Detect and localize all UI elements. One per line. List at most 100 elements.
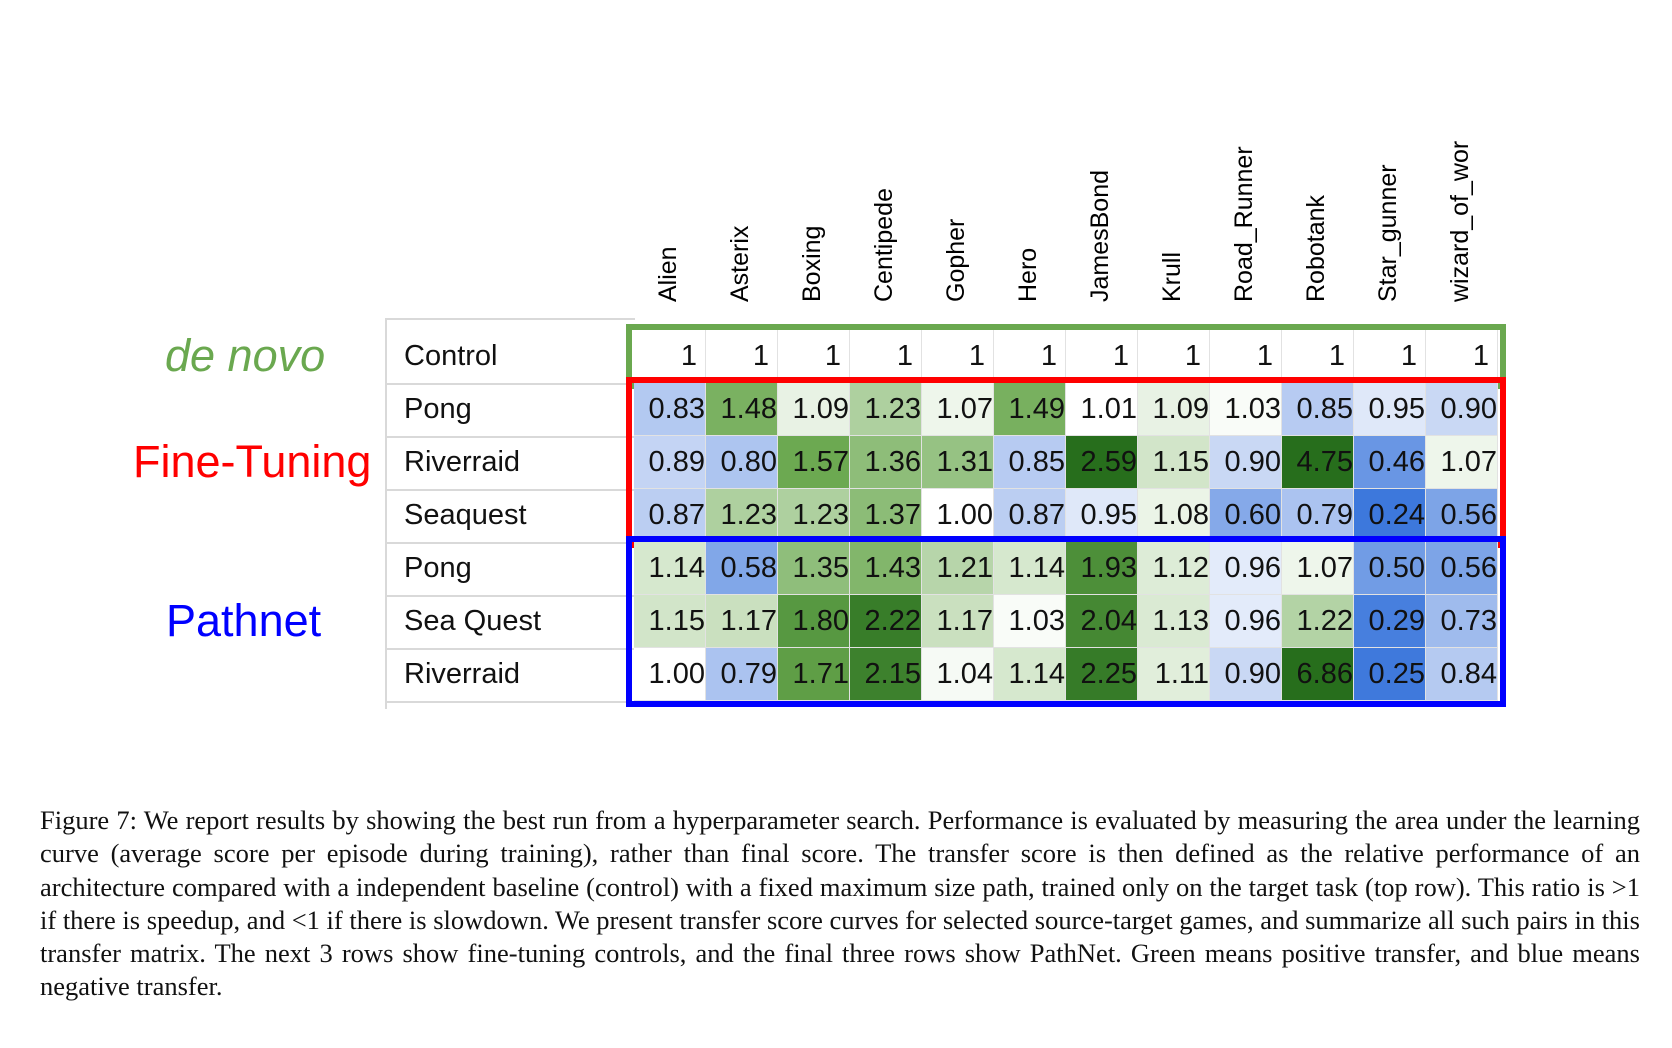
heatmap-cell: 0.85 [1282,383,1354,436]
group-label-pathnet: Pathnet [166,594,322,646]
heatmap-cell: 0.95 [1354,383,1426,436]
heatmap-cell: 0.24 [1354,489,1426,542]
heatmap-cell: 0.29 [1354,595,1426,648]
heatmap-cell: 1.21 [922,542,994,595]
heatmap-cell: 1.23 [850,383,922,436]
heatmap-cell: 1.07 [1282,542,1354,595]
heatmap-cell: 1.01 [1066,383,1138,436]
heatmap-cell: 1.22 [1282,595,1354,648]
heatmap-cell: 1 [706,330,778,383]
column-header-krull: Krull [1158,251,1186,302]
heatmap-cell: 1 [1426,330,1498,383]
heatmap-cell: 1 [1354,330,1426,383]
heatmap-cell: 1.14 [994,648,1066,701]
heatmap-cell: 1.09 [1138,383,1210,436]
heatmap-cell: 1.48 [706,383,778,436]
heatmap-cell: 0.87 [994,489,1066,542]
heatmap-cell: 0.85 [994,436,1066,489]
row-rule [385,383,635,385]
row-rule [385,701,635,703]
heatmap-cell: 1.43 [850,542,922,595]
heatmap-cell: 0.96 [1210,542,1282,595]
column-header-centipede: Centipede [870,188,898,302]
heatmap-cell: 1.49 [994,383,1066,436]
column-header-jamesbond: JamesBond [1086,169,1114,302]
heatmap-cell: 1.36 [850,436,922,489]
row-rule [385,436,635,438]
heatmap-cell: 1.00 [922,489,994,542]
heatmap-cell: 1.15 [1138,436,1210,489]
heatmap-cell: 1.17 [922,595,994,648]
row-label-de-novo-control: Control [404,340,498,372]
heatmap-cell: 1 [634,330,706,383]
heatmap-cell: 2.04 [1066,595,1138,648]
row-label-fine-tuning-riverraid: Riverraid [404,446,521,478]
heatmap-cell: 0.56 [1426,542,1498,595]
column-header-road-runner: Road_Runner [1230,146,1258,302]
heatmap-cell: 0.96 [1210,595,1282,648]
row-label-pathnet-riverraid: Riverraid [404,658,521,690]
heatmap-cell: 0.89 [634,436,706,489]
group-label-de-novo: de novo [165,329,326,381]
heatmap-cell: 2.22 [850,595,922,648]
heatmap-cell: 1.04 [922,648,994,701]
heatmap-cell: 2.15 [850,648,922,701]
heatmap-cell: 0.60 [1210,489,1282,542]
heatmap-cell: 1.14 [994,542,1066,595]
heatmap-cell: 1.13 [1138,595,1210,648]
group-box-pathnet [626,536,1506,707]
heatmap-cell: 0.58 [706,542,778,595]
heatmap-cell: 1.03 [1210,383,1282,436]
heatmap-cell: 1.03 [994,595,1066,648]
heatmap-cell: 0.50 [1354,542,1426,595]
heatmap-cell: 1 [850,330,922,383]
figure-caption: Figure 7: We report results by showing t… [40,805,1640,1002]
heatmap-cell: 2.25 [1066,648,1138,701]
heatmap-cell: 2.59 [1066,436,1138,489]
row-label-pathnet-sea-quest: Sea Quest [404,605,542,637]
column-header-robotank: Robotank [1302,194,1330,302]
column-header-hero: Hero [1014,247,1042,302]
heatmap-cell: 0.83 [634,383,706,436]
heatmap-cell: 4.75 [1282,436,1354,489]
row-label-column-edge [385,318,387,709]
heatmap-cell: 0.73 [1426,595,1498,648]
heatmap-cell: 1.37 [850,489,922,542]
heatmap-cell: 0.46 [1354,436,1426,489]
group-label-fine-tuning: Fine-Tuning [133,435,372,487]
heatmap-cell: 1.15 [634,595,706,648]
heatmap-cell: 1.09 [778,383,850,436]
row-rule [385,595,635,597]
heatmap-cell: 0.80 [706,436,778,489]
heatmap-cell: 0.90 [1210,436,1282,489]
row-label-fine-tuning-pong: Pong [404,393,472,425]
heatmap-cell: 1 [778,330,850,383]
group-box-fine-tuning [626,377,1506,548]
heatmap-cell: 0.84 [1426,648,1498,701]
row-rule [385,542,635,544]
heatmap-cell: 1 [1066,330,1138,383]
heatmap-cell: 0.87 [634,489,706,542]
column-header-wizard-of-wor: wizard_of_wor [1446,140,1474,302]
row-rule [385,489,635,491]
heatmap-cell: 1.57 [778,436,850,489]
heatmap-cell: 1.12 [1138,542,1210,595]
heatmap-cell: 0.95 [1066,489,1138,542]
column-header-alien: Alien [654,246,682,302]
column-header-boxing: Boxing [798,225,826,302]
heatmap-cell: 1.11 [1138,648,1210,701]
heatmap-cell: 1.00 [634,648,706,701]
heatmap-cell: 1.07 [922,383,994,436]
heatmap-cell: 1 [1282,330,1354,383]
heatmap-cell: 0.79 [706,648,778,701]
heatmap-cell: 0.90 [1426,383,1498,436]
heatmap-cell: 1.93 [1066,542,1138,595]
heatmap-cell: 1.14 [634,542,706,595]
transfer-matrix-figure: Alien Asterix Boxing Centipede Gopher Hero Jam… [133,140,1506,709]
heatmap-cell: 1.80 [778,595,850,648]
heatmap-cell: 1.17 [706,595,778,648]
column-header-asterix: Asterix [726,225,754,302]
row-label-fine-tuning-seaquest: Seaquest [404,499,527,531]
heatmap-cell: 1.35 [778,542,850,595]
table-top-rule [385,318,635,320]
